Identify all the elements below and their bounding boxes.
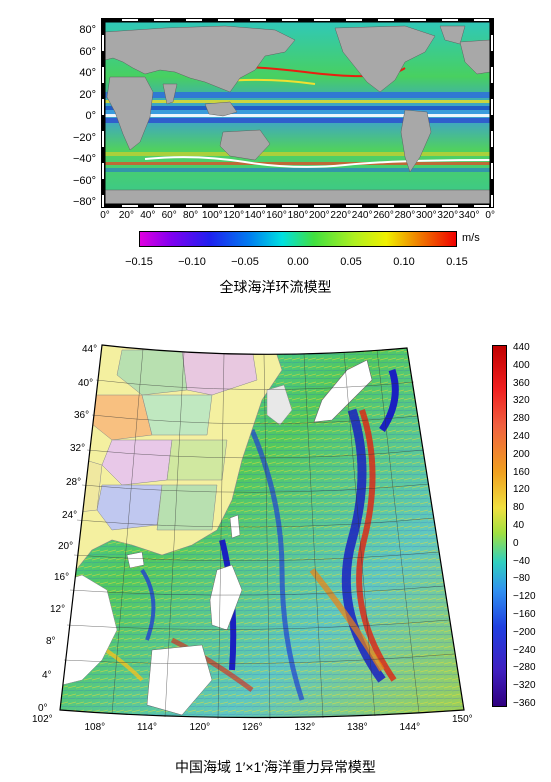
- gravity-colorbar-tick: −320: [513, 680, 536, 692]
- gravity-lat-label: 4°: [42, 670, 52, 681]
- top-map-frame-bottom: [105, 204, 490, 208]
- gravity-lat-label: 28°: [66, 477, 82, 488]
- top-lat-label: 80°: [79, 24, 96, 36]
- top-lon-label: 220°: [330, 210, 352, 221]
- gravity-lat-label: 32°: [70, 443, 86, 454]
- colorbar-tick: −0.15: [125, 256, 153, 268]
- top-lon-label: 60°: [161, 210, 177, 221]
- gravity-colorbar-tick: 280: [513, 413, 530, 425]
- top-map-frame-top: [105, 18, 490, 22]
- top-lat-label: −60°: [72, 174, 96, 187]
- gravity-colorbar-tick: −280: [513, 662, 536, 674]
- gravity-lat-label: 12°: [50, 604, 66, 615]
- gravity-lat-label: 16°: [54, 572, 70, 583]
- gravity-lon-label: 126°: [242, 722, 263, 733]
- gravity-colorbar: [492, 345, 507, 707]
- global-current-map-canvas: [104, 21, 491, 205]
- top-lon-label: 40°: [140, 210, 156, 221]
- gravity-lat-label: 24°: [62, 510, 78, 521]
- colorbar-tick: −0.05: [231, 256, 259, 268]
- gravity-colorbar-tick: 320: [513, 395, 530, 407]
- top-lon-label: 180°: [287, 210, 309, 221]
- bottom-map-caption: 中国海域 1′×1′海洋重力异常模型: [175, 759, 376, 775]
- gravity-lon-label: 150°: [452, 714, 473, 725]
- gravity-colorbar-tick: −240: [513, 644, 536, 656]
- gravity-anomaly-map: [52, 340, 472, 720]
- current-colorbar: [139, 231, 457, 247]
- gravity-colorbar-tick: 0: [513, 537, 519, 549]
- top-lat-label: −20°: [72, 131, 96, 144]
- top-lon-label: 160°: [266, 210, 287, 221]
- gravity-colorbar-tick: 40: [513, 520, 525, 531]
- top-lon-label: 340°: [458, 210, 480, 221]
- gravity-colorbar-tick: −200: [513, 626, 536, 638]
- gravity-lon-label: 144°: [399, 722, 421, 733]
- gravity-lat-label: 40°: [78, 378, 94, 389]
- gravity-colorbar-tick: 160: [513, 466, 530, 478]
- top-lon-label: 200°: [309, 210, 330, 221]
- gravity-colorbar-tick: 440: [513, 342, 530, 353]
- gravity-lon-label: 102°: [32, 714, 53, 725]
- top-lon-label: 260°: [373, 210, 394, 221]
- top-lon-label: 280°: [394, 210, 416, 221]
- colorbar-tick: 0.15: [446, 256, 468, 268]
- gravity-lon-label: 108°: [84, 722, 106, 733]
- gravity-colorbar-tick: 240: [513, 431, 530, 442]
- top-lon-label: 20°: [118, 210, 134, 221]
- colorbar-unit: m/s: [462, 232, 480, 244]
- gravity-colorbar-tick: −40: [513, 555, 530, 567]
- top-lon-label: 140°: [244, 210, 266, 221]
- colorbar-tick: 0.05: [340, 256, 362, 268]
- gravity-lon-label: 120°: [189, 722, 211, 733]
- top-lon-label: 0°: [100, 210, 110, 221]
- gravity-colorbar-tick: 200: [513, 448, 530, 460]
- top-lon-label: 80°: [183, 210, 199, 221]
- gravity-lon-label: 138°: [347, 722, 368, 733]
- top-lat-label: 20°: [79, 88, 96, 101]
- top-lon-label: 120°: [223, 210, 245, 221]
- gravity-colorbar-tick: −120: [513, 591, 536, 603]
- gravity-lon-label: 132°: [294, 722, 316, 733]
- top-lon-label: 100°: [202, 210, 223, 221]
- gravity-colorbar-tick: 400: [513, 359, 530, 371]
- top-map-frame-left: [101, 18, 105, 208]
- gravity-colorbar-tick: 120: [513, 484, 530, 496]
- global-current-map: [104, 21, 491, 205]
- top-lat-label: 0°: [85, 110, 96, 122]
- top-lon-label: 320°: [437, 210, 459, 221]
- top-lat-label: 40°: [79, 67, 96, 79]
- gravity-colorbar-tick: −80: [513, 573, 530, 585]
- top-lat-label: −80°: [72, 196, 96, 208]
- gravity-lat-label: 44°: [82, 344, 98, 355]
- top-lon-label: 300°: [416, 210, 437, 221]
- top-lat-label: 60°: [79, 45, 96, 58]
- gravity-colorbar-tick: −160: [513, 609, 536, 620]
- gravity-colorbar-tick: −360: [513, 698, 536, 709]
- gravity-lat-label: 36°: [74, 410, 90, 421]
- gravity-anomaly-map-canvas: [59, 344, 465, 720]
- top-map-caption: 全球海洋环流模型: [219, 279, 332, 295]
- top-lat-label: −40°: [72, 153, 96, 165]
- gravity-lat-label: 20°: [58, 541, 74, 552]
- top-map-frame-right: [490, 18, 494, 208]
- top-lon-label: 0°: [485, 210, 495, 221]
- colorbar-tick: −0.10: [178, 256, 206, 268]
- gravity-colorbar-tick: 360: [513, 377, 530, 389]
- gravity-lon-label: 114°: [137, 722, 157, 733]
- gravity-lat-label: 0°: [38, 703, 48, 714]
- colorbar-tick: 0.10: [393, 256, 415, 268]
- colorbar-tick: 0.00: [287, 256, 309, 268]
- top-lon-label: 240°: [351, 210, 373, 221]
- gravity-lat-label: 8°: [46, 636, 56, 647]
- gravity-colorbar-tick: 80: [513, 502, 525, 514]
